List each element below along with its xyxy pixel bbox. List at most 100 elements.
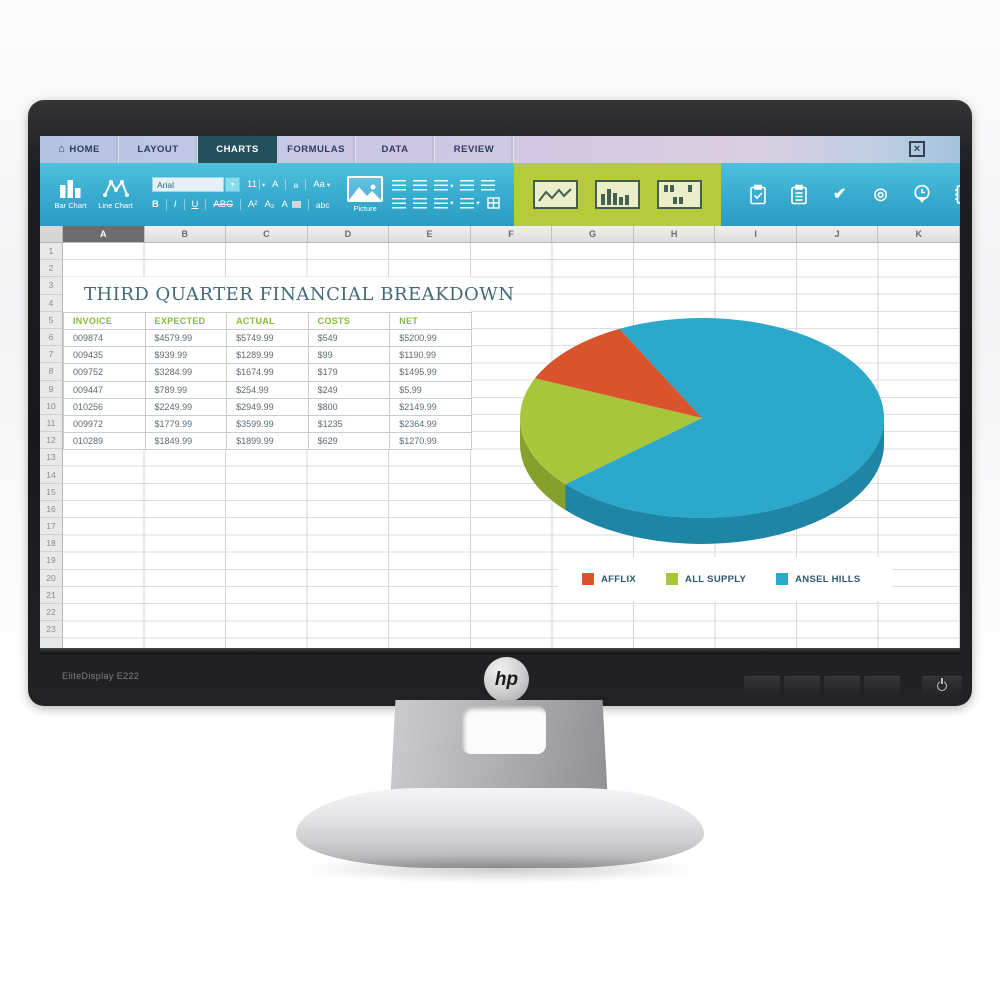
clear-formatting-button[interactable]: abc <box>315 199 330 210</box>
pie-slice-afflix[interactable] <box>535 328 702 418</box>
row-header-19[interactable]: 19 <box>40 552 62 570</box>
tab-data[interactable]: DATA <box>356 136 435 163</box>
align-left-icon[interactable] <box>392 197 407 209</box>
row-header-21[interactable]: 21 <box>40 587 62 604</box>
table-cell[interactable]: $2249.99 <box>144 397 228 416</box>
column-chart-preview-button[interactable] <box>594 180 640 209</box>
table-cell[interactable]: $1849.99 <box>144 432 228 451</box>
font-size-select[interactable]: 11 ▾ <box>247 179 265 190</box>
osd-button-3[interactable] <box>824 676 860 696</box>
table-cell[interactable]: $1235 <box>307 414 391 434</box>
table-cell[interactable]: 009435 <box>63 346 146 365</box>
strikethrough-button[interactable]: ABC <box>213 199 233 210</box>
row-header-8[interactable]: 8 <box>40 363 62 381</box>
row-header-20[interactable]: 20 <box>40 570 62 587</box>
table-cell[interactable]: $1190.99 <box>389 346 472 365</box>
column-header-h[interactable]: H <box>634 226 716 242</box>
table-cell[interactable]: $1270.99 <box>389 432 472 451</box>
underline-button[interactable]: U <box>191 199 199 210</box>
column-header-d[interactable]: D <box>308 226 390 242</box>
table-cell[interactable]: $3284.99 <box>144 363 228 382</box>
table-cell[interactable]: $254.99 <box>226 380 309 399</box>
clock-pin-icon[interactable] <box>911 184 933 206</box>
legend-item-all-supply[interactable]: ALL SUPPLY <box>666 573 746 585</box>
table-cell[interactable]: $629 <box>307 432 391 451</box>
legend-item-ansel-hills[interactable]: ANSEL HILLS <box>776 573 860 585</box>
table-cell[interactable]: 009972 <box>63 414 146 434</box>
table-cell[interactable]: 010289 <box>63 432 146 451</box>
row-header-15[interactable]: 15 <box>40 484 62 501</box>
row-header-9[interactable]: 9 <box>40 381 62 398</box>
table-header-expected[interactable]: EXPECTED <box>144 311 228 330</box>
tab-formulas[interactable]: FORMULAS <box>277 136 356 163</box>
row-header-16[interactable]: 16 <box>40 501 62 518</box>
check-icon[interactable]: ✔ <box>832 185 847 203</box>
row-header-2[interactable]: 2 <box>40 260 62 278</box>
table-cell[interactable]: $549 <box>307 328 391 348</box>
table-cell[interactable]: $1289.99 <box>226 346 309 365</box>
row-header-3[interactable]: 3 <box>40 277 62 295</box>
sheet-grid[interactable]: THIRD QUARTER FINANCIAL BREAKDOWN INVOIC… <box>63 243 960 648</box>
table-cell[interactable]: 009752 <box>63 363 146 382</box>
column-header-g[interactable]: G <box>552 226 634 242</box>
row-header-14[interactable]: 14 <box>40 466 62 484</box>
column-header-c[interactable]: C <box>226 226 308 242</box>
bar-chart-button[interactable]: Bar Chart <box>48 179 93 210</box>
column-header-f[interactable]: F <box>471 226 553 242</box>
multilevel-list-icon[interactable]: ▾ <box>434 180 453 191</box>
table-cell[interactable]: $2949.99 <box>226 397 309 416</box>
table-header-net[interactable]: NET <box>389 311 472 330</box>
table-header-actual[interactable]: ACTUAL <box>226 311 309 330</box>
superscript-button[interactable]: A² <box>247 199 258 210</box>
table-header-costs[interactable]: COSTS <box>307 311 391 330</box>
bold-button[interactable]: B <box>152 199 159 210</box>
row-header-5[interactable]: 5 <box>40 312 62 329</box>
table-cell[interactable]: $5749.99 <box>226 328 309 348</box>
table-cell[interactable]: $1674.99 <box>226 363 309 382</box>
tab-home[interactable]: ⌂ HOME <box>40 136 119 163</box>
contact-book-icon[interactable] <box>952 184 960 206</box>
legend-item-afflix[interactable]: AFFLIX <box>582 573 636 585</box>
table-cell[interactable]: $5200.99 <box>389 328 472 348</box>
align-right-icon[interactable]: ▾ <box>434 197 453 209</box>
table-cell[interactable]: 009447 <box>63 380 146 399</box>
table-cell[interactable]: $2149.99 <box>389 397 472 416</box>
subscript-button[interactable]: A₂ <box>264 199 275 210</box>
change-case-button[interactable]: Aa ▾ <box>313 179 330 190</box>
column-header-a[interactable]: A <box>62 226 145 242</box>
font-name-select[interactable]: Arial <box>152 177 224 192</box>
target-icon[interactable]: ◎ <box>873 185 888 203</box>
column-header-j[interactable]: J <box>797 226 879 242</box>
table-cell[interactable]: $1899.99 <box>226 432 309 451</box>
table-cell[interactable]: $2364.99 <box>389 414 472 434</box>
osd-button-4[interactable] <box>864 676 900 696</box>
table-header-invoice[interactable]: INVOICE <box>63 311 146 330</box>
row-header-12[interactable]: 12 <box>40 432 62 450</box>
lowercase-button[interactable]: a <box>293 179 299 190</box>
column-header-e[interactable]: E <box>389 226 471 242</box>
insert-picture-button[interactable]: Picture <box>344 163 386 226</box>
row-header-18[interactable]: 18 <box>40 535 62 553</box>
table-cell[interactable]: 009874 <box>63 328 146 348</box>
clipboard-check-icon[interactable] <box>747 184 769 206</box>
pie-slice-ansel-hills[interactable] <box>565 317 885 518</box>
close-icon[interactable]: × <box>909 141 925 157</box>
table-cell[interactable]: $249 <box>307 380 391 399</box>
row-header-13[interactable]: 13 <box>40 449 62 467</box>
table-cell[interactable]: $5.99 <box>389 380 472 399</box>
tab-layout[interactable]: LAYOUT <box>119 136 198 163</box>
numbered-list-icon[interactable] <box>413 180 428 191</box>
line-chart-button[interactable]: Line Chart <box>93 179 138 210</box>
row-header-17[interactable]: 17 <box>40 518 62 536</box>
table-cell[interactable]: $789.99 <box>144 380 228 399</box>
row-header-4[interactable]: 4 <box>40 295 62 312</box>
borders-grid-icon[interactable] <box>486 197 500 209</box>
table-cell[interactable]: $1495.99 <box>389 363 472 382</box>
italic-button[interactable]: I <box>173 199 177 210</box>
column-header-b[interactable]: B <box>145 226 227 242</box>
row-header-7[interactable]: 7 <box>40 346 62 364</box>
line-spacing-icon[interactable]: ▾ <box>460 197 480 209</box>
row-header-22[interactable]: 22 <box>40 604 62 622</box>
table-cell[interactable]: $800 <box>307 397 391 416</box>
table-cell[interactable]: $179 <box>307 363 391 382</box>
